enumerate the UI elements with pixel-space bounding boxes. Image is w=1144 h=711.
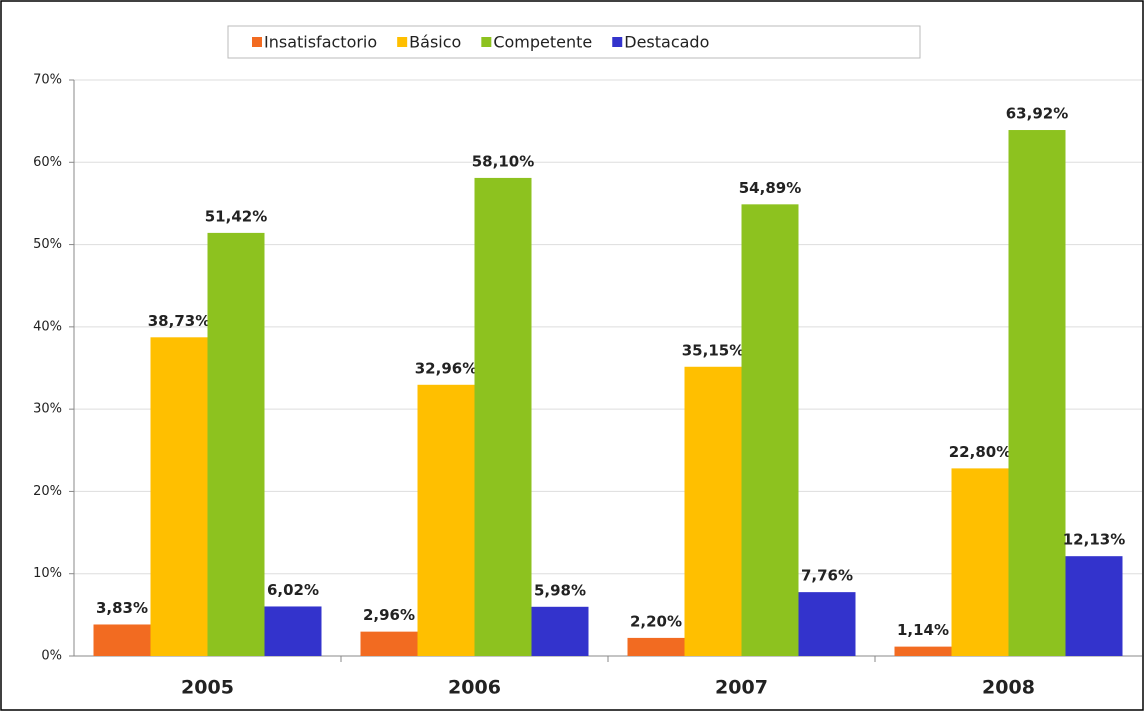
bar — [207, 232, 265, 657]
legend-box — [227, 25, 921, 59]
x-tick-label: 2008 — [982, 677, 1035, 699]
y-tick-label: 10% — [33, 566, 62, 581]
value-label: 35,15% — [682, 341, 744, 359]
value-label: 38,73% — [148, 312, 210, 330]
value-label: 5,98% — [534, 581, 586, 599]
value-label: 54,89% — [739, 179, 801, 197]
legend-swatch — [397, 37, 408, 47]
legend-swatch — [481, 37, 492, 47]
bar — [417, 384, 475, 656]
bar — [741, 204, 799, 656]
y-tick-label: 20% — [33, 484, 62, 499]
bar — [264, 606, 322, 656]
y-tick-label: 30% — [33, 402, 62, 417]
x-tick-label: 2005 — [181, 677, 234, 699]
bar — [894, 646, 952, 656]
value-label: 6,02% — [267, 581, 319, 599]
legend-label: Básico — [409, 33, 461, 52]
value-label: 32,96% — [415, 359, 477, 377]
value-label: 22,80% — [949, 443, 1011, 461]
bar — [627, 637, 685, 656]
y-tick-label: 60% — [33, 155, 62, 170]
bar — [684, 366, 742, 656]
value-label: 63,92% — [1006, 105, 1068, 123]
legend-swatch — [612, 37, 623, 47]
bar — [1065, 556, 1123, 656]
value-label: 51,42% — [205, 207, 267, 225]
bar — [531, 606, 589, 656]
legend-label: Destacado — [624, 33, 709, 52]
legend-swatch — [252, 37, 262, 47]
bar — [798, 592, 856, 656]
value-label: 2,96% — [363, 606, 415, 624]
bar — [951, 468, 1009, 656]
value-label: 2,20% — [630, 612, 682, 630]
legend-label: Competente — [493, 33, 592, 52]
x-tick-label: 2007 — [715, 677, 768, 699]
value-label: 1,14% — [897, 621, 949, 639]
value-label: 7,76% — [801, 567, 853, 585]
bar — [360, 631, 418, 656]
bar — [474, 177, 532, 657]
legend-label: Insatisfactorio — [264, 33, 377, 52]
value-label: 3,83% — [96, 599, 148, 617]
y-tick-label: 50% — [33, 237, 62, 252]
value-label: 12,13% — [1063, 531, 1125, 549]
bar — [150, 337, 208, 656]
bar — [1008, 130, 1066, 656]
y-tick-label: 40% — [33, 319, 62, 334]
bar — [93, 624, 151, 656]
x-tick-label: 2006 — [448, 677, 501, 699]
y-tick-label: 0% — [41, 649, 62, 664]
y-tick-label: 70% — [33, 73, 62, 88]
value-label: 58,10% — [472, 152, 534, 170]
